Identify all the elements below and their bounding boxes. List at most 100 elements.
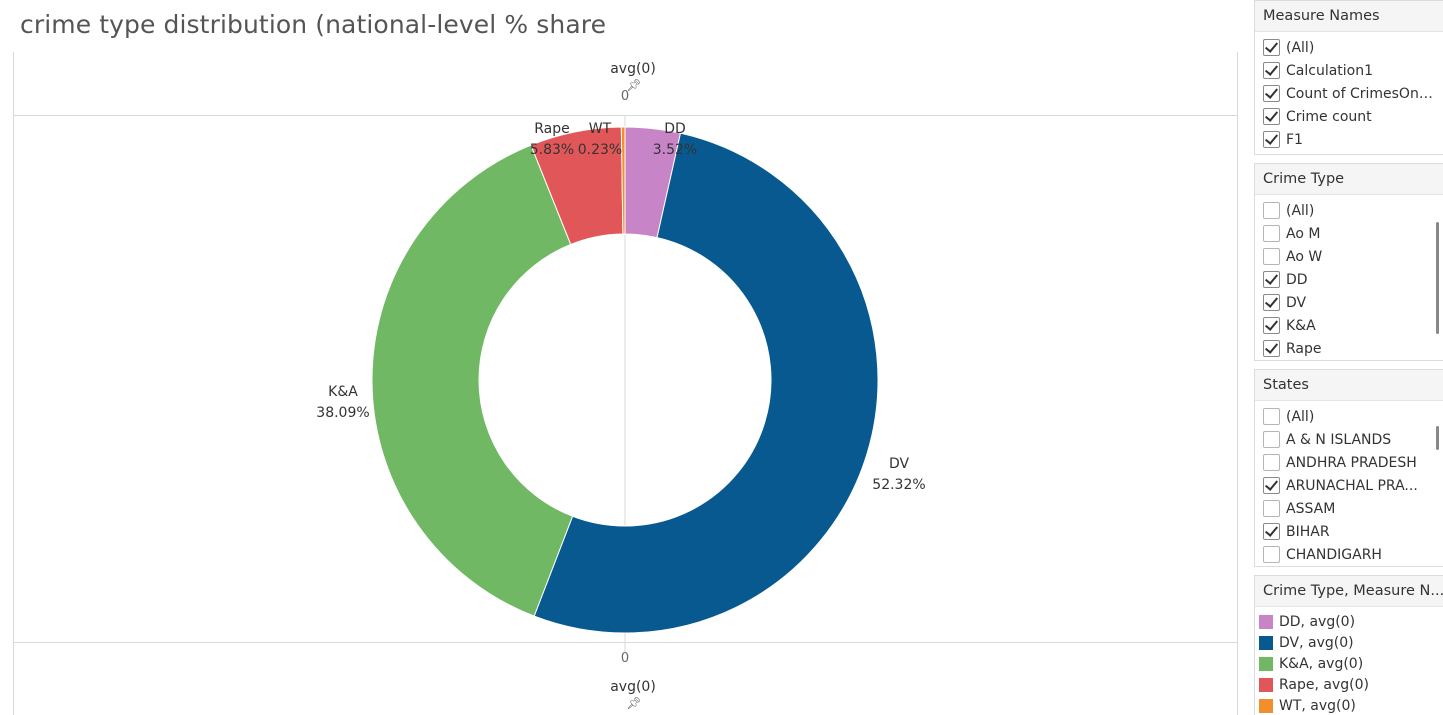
filter-item-label: (All) <box>1286 202 1315 219</box>
axis-zero-label-top: 0 <box>620 89 630 104</box>
filter-item[interactable]: Count of CrimesOnW... <box>1255 82 1443 105</box>
legend-swatch <box>1259 656 1273 671</box>
donut-chart[interactable]: DD 3.52% DV 52.32% K&A 38.09% Rape 5.83% WT 0.23% <box>13 52 1238 715</box>
legend-item[interactable]: DV, avg(0) <box>1255 632 1443 653</box>
filter-item[interactable]: Crime count <box>1255 105 1443 128</box>
filter-item[interactable]: ASSAM <box>1255 497 1443 520</box>
filter-item-label: Ao M <box>1286 225 1321 242</box>
donut-slice-dv[interactable] <box>533 132 879 634</box>
checkbox[interactable] <box>1263 225 1280 242</box>
filter-item[interactable]: CHANDIGARH <box>1255 543 1443 566</box>
filter-item-label: Crime count <box>1286 108 1372 125</box>
chart-border-left <box>13 52 14 715</box>
checkbox[interactable] <box>1263 85 1280 102</box>
filter-item-label: ANDHRA PRADESH <box>1286 454 1417 471</box>
checkbox[interactable] <box>1263 131 1280 148</box>
filter-item[interactable]: F1 <box>1255 128 1443 151</box>
slice-value-label: 52.32% <box>872 477 925 493</box>
filter-item[interactable]: Ao W <box>1255 245 1443 268</box>
legend-list: DD, avg(0) DV, avg(0) K&A, avg(0) Rape, … <box>1255 607 1443 715</box>
checkbox[interactable] <box>1263 317 1280 334</box>
filter-item[interactable]: K&A <box>1255 314 1443 337</box>
donut-slice-wt[interactable] <box>620 126 626 235</box>
chart-area: avg(0)📌︎ 0 DD 3.52% DV 52.32% K&A 38.09% Rape 5… <box>13 52 1238 715</box>
legend-item[interactable]: Rape, avg(0) <box>1255 674 1443 695</box>
axis-header-top[interactable]: avg(0)📌︎ <box>603 61 663 93</box>
checkbox[interactable] <box>1263 340 1280 357</box>
filter-item[interactable]: (All) <box>1255 36 1443 59</box>
checkbox[interactable] <box>1263 108 1280 125</box>
filter-item-label: ASSAM <box>1286 500 1336 517</box>
checkbox[interactable] <box>1263 202 1280 219</box>
checkbox[interactable] <box>1263 248 1280 265</box>
filter-item-label: (All) <box>1286 408 1315 425</box>
checkbox[interactable] <box>1263 454 1280 471</box>
filter-card-crime-type: Crime Type (All) Ao M Ao W DD DV K&A Rap… <box>1254 163 1443 361</box>
checkbox[interactable] <box>1263 477 1280 494</box>
scrollbar[interactable] <box>1436 222 1439 334</box>
legend-item[interactable]: WT, avg(0) <box>1255 695 1443 715</box>
filter-item-label: ARUNACHAL PRA... <box>1286 477 1418 494</box>
filter-item[interactable]: DV <box>1255 291 1443 314</box>
slice-value-label: 5.83% <box>530 142 574 158</box>
filter-item-label: F1 <box>1286 131 1303 148</box>
legend-swatch <box>1259 698 1273 713</box>
filter-item[interactable]: ANDHRA PRADESH <box>1255 451 1443 474</box>
axis-header-bottom[interactable]: avg(0)📌︎ <box>603 679 663 711</box>
checkbox[interactable] <box>1263 431 1280 448</box>
filter-item-label: Ao W <box>1286 248 1323 265</box>
filter-item-label: DV <box>1286 294 1307 311</box>
checkbox[interactable] <box>1263 39 1280 56</box>
filter-title: Crime Type <box>1255 164 1443 195</box>
slice-name-label: Rape <box>534 121 570 137</box>
checkbox[interactable] <box>1263 500 1280 517</box>
color-legend: Crime Type, Measure N... DD, avg(0) DV, … <box>1254 575 1443 715</box>
filter-item[interactable]: A & N ISLANDS <box>1255 428 1443 451</box>
checkbox[interactable] <box>1263 546 1280 563</box>
checkbox[interactable] <box>1263 523 1280 540</box>
filter-item[interactable]: BIHAR <box>1255 520 1443 543</box>
filter-item[interactable]: Calculation1 <box>1255 59 1443 82</box>
filter-list: (All) A & N ISLANDS ANDHRA PRADESH ARUNA… <box>1255 401 1443 566</box>
checkbox[interactable] <box>1263 62 1280 79</box>
filter-item[interactable]: (All) <box>1255 405 1443 428</box>
filter-item-label: (All) <box>1286 39 1315 56</box>
slice-value-label: 0.23% <box>578 142 622 158</box>
filter-item[interactable]: (All) <box>1255 199 1443 222</box>
slice-value-label: 3.52% <box>653 142 697 158</box>
slice-value-label: 38.09% <box>316 405 369 421</box>
checkbox[interactable] <box>1263 294 1280 311</box>
filter-item[interactable]: ARUNACHAL PRA... <box>1255 474 1443 497</box>
filter-item-label: Rape <box>1286 340 1322 357</box>
pin-icon[interactable]: 📌︎ <box>626 78 642 92</box>
donut-slice-k-a[interactable] <box>371 144 574 617</box>
filter-item-label: DD <box>1286 271 1308 288</box>
slice-name-label: WT <box>589 121 612 137</box>
filter-list: (All) Calculation1 Count of CrimesOnW...… <box>1255 32 1443 151</box>
chart-border-right <box>1237 52 1238 715</box>
checkbox[interactable] <box>1263 271 1280 288</box>
filter-title: Measure Names <box>1255 1 1443 32</box>
pin-icon[interactable]: 📌︎ <box>626 696 642 710</box>
filter-item-label: Calculation1 <box>1286 62 1374 79</box>
legend-item-label: K&A, avg(0) <box>1279 655 1364 672</box>
filter-item[interactable]: DD <box>1255 268 1443 291</box>
filter-item-label: CHANDIGARH <box>1286 546 1382 563</box>
legend-item-label: DV, avg(0) <box>1279 634 1354 651</box>
scrollbar[interactable] <box>1436 426 1439 450</box>
axis-zero-label-bottom: 0 <box>620 651 630 666</box>
filter-list: (All) Ao M Ao W DD DV K&A Rape <box>1255 195 1443 360</box>
filter-item[interactable]: Rape <box>1255 337 1443 360</box>
filter-item-label: K&A <box>1286 317 1316 334</box>
legend-item[interactable]: K&A, avg(0) <box>1255 653 1443 674</box>
filter-sidebar: Measure Names (All) Calculation1 Count o… <box>1252 0 1443 715</box>
filter-item[interactable]: Ao M <box>1255 222 1443 245</box>
legend-swatch <box>1259 635 1273 650</box>
legend-item[interactable]: DD, avg(0) <box>1255 611 1443 632</box>
slice-name-label: DV <box>889 456 910 472</box>
slice-name-label: DD <box>664 121 686 137</box>
filter-item-label: A & N ISLANDS <box>1286 431 1392 448</box>
checkbox[interactable] <box>1263 408 1280 425</box>
legend-swatch <box>1259 677 1273 692</box>
legend-item-label: DD, avg(0) <box>1279 613 1356 630</box>
